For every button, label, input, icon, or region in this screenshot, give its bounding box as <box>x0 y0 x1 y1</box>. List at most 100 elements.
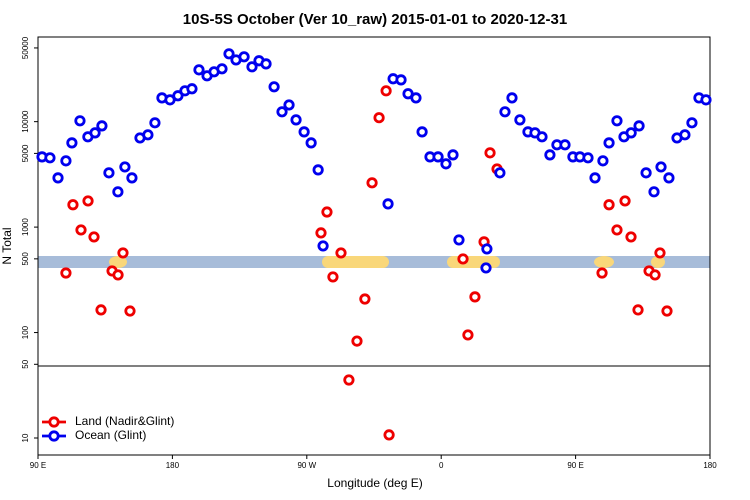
point <box>276 106 288 118</box>
y-axis-label: N Total <box>0 227 14 264</box>
point <box>193 64 205 76</box>
point <box>663 172 675 184</box>
point <box>395 74 407 86</box>
land-patch <box>447 256 500 268</box>
point <box>305 137 317 149</box>
legend-entry: Land (Nadir&Glint) <box>42 414 174 428</box>
point <box>536 131 548 143</box>
point <box>603 137 615 149</box>
point <box>661 305 673 317</box>
point <box>60 155 72 167</box>
point <box>597 155 609 167</box>
point <box>640 167 652 179</box>
x-tick-label: 90 E <box>567 461 583 470</box>
land-patch <box>109 256 127 268</box>
point <box>75 224 87 236</box>
point <box>66 137 78 149</box>
point <box>589 172 601 184</box>
legend-label: Ocean (Glint) <box>75 428 146 442</box>
point <box>298 126 310 138</box>
point <box>112 269 124 281</box>
point <box>82 195 94 207</box>
point <box>312 164 324 176</box>
point <box>290 114 302 126</box>
point <box>366 177 378 189</box>
point <box>611 115 623 127</box>
point <box>117 247 129 259</box>
point <box>559 139 571 151</box>
point <box>126 172 138 184</box>
plot-frame <box>37 36 711 456</box>
point <box>74 115 86 127</box>
point <box>283 99 295 111</box>
point <box>89 127 101 139</box>
point <box>327 271 339 283</box>
y-tick-label: 50 <box>21 359 30 368</box>
point <box>373 112 385 124</box>
point <box>484 147 496 159</box>
point <box>494 167 506 179</box>
point <box>172 90 184 102</box>
point <box>619 195 631 207</box>
point <box>700 94 712 106</box>
point <box>649 269 661 281</box>
y-tick-label: 50000 <box>21 36 30 59</box>
point <box>481 243 493 255</box>
y-tick-label: 10000 <box>21 110 30 133</box>
point <box>440 158 452 170</box>
point <box>186 83 198 95</box>
point <box>582 152 594 164</box>
point <box>223 48 235 60</box>
legend-marker <box>48 416 60 428</box>
legend-marker <box>48 430 60 442</box>
point <box>343 374 355 386</box>
point <box>679 129 691 141</box>
point <box>469 291 481 303</box>
point <box>382 198 394 210</box>
point <box>632 304 644 316</box>
point <box>317 240 329 252</box>
point <box>625 127 637 139</box>
land-patch <box>594 256 614 268</box>
point <box>67 199 79 211</box>
point <box>633 120 645 132</box>
x-tick-label: 0 <box>439 461 444 470</box>
point <box>268 81 280 93</box>
point <box>686 117 698 129</box>
point <box>380 85 392 97</box>
point <box>432 151 444 163</box>
point <box>480 262 492 274</box>
point <box>648 186 660 198</box>
x-tick-label: 90 W <box>297 461 316 470</box>
point <box>103 167 115 179</box>
point <box>112 186 124 198</box>
point <box>124 305 136 317</box>
point <box>52 172 64 184</box>
y-tick-label: 500 <box>21 252 30 266</box>
point <box>149 117 161 129</box>
y-tick-label: 100 <box>21 325 30 339</box>
point <box>359 293 371 305</box>
point <box>315 227 327 239</box>
point <box>44 152 56 164</box>
point <box>260 58 272 70</box>
point <box>462 329 474 341</box>
point <box>457 253 469 265</box>
point <box>506 92 518 104</box>
point <box>383 429 395 441</box>
point <box>603 199 615 211</box>
point <box>655 161 667 173</box>
x-tick-label: 90 E <box>30 461 46 470</box>
point <box>142 129 154 141</box>
point <box>596 267 608 279</box>
point <box>216 63 228 75</box>
point <box>321 206 333 218</box>
point <box>654 247 666 259</box>
point <box>611 224 623 236</box>
y-tick-label: 1000 <box>21 218 30 236</box>
chart-title: 10S-5S October (Ver 10_raw) 2015-01-01 t… <box>183 11 567 28</box>
point <box>95 304 107 316</box>
map-band <box>38 256 710 268</box>
point <box>60 267 72 279</box>
